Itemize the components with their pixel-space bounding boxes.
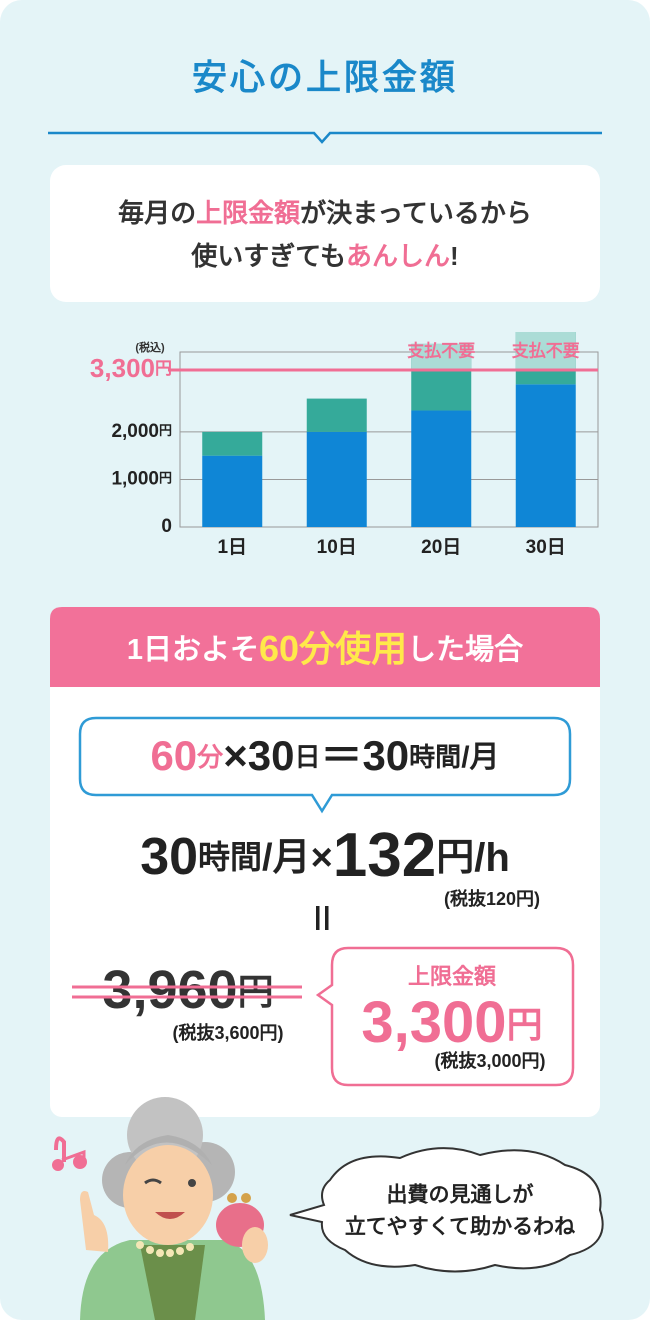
- limit-label: 上限金額: [408, 964, 497, 989]
- limit-price-number: 3,300: [361, 990, 506, 1055]
- limit-note: (税抜3,000円): [434, 1050, 545, 1071]
- intro-text: 使いすぎても: [190, 241, 346, 271]
- bar-segment: [515, 384, 576, 527]
- old-price-note: (税抜3,600円): [172, 1022, 283, 1043]
- x-tick-label: 20日: [421, 537, 461, 558]
- header-highlight: 60分使用: [259, 628, 407, 669]
- speech-bubble: [289, 1147, 604, 1273]
- speech-line: 出費の見通しが: [387, 1183, 534, 1207]
- y-tick-label: 3,300円: [90, 353, 172, 383]
- formula-unit: 円: [436, 837, 474, 879]
- bar-segment: [306, 431, 367, 527]
- intro-text: が決まっているから: [300, 198, 532, 228]
- y-tick-unit: 円: [159, 471, 172, 486]
- intro-highlight: 上限金額: [196, 198, 301, 228]
- y-tick-label: 0: [161, 516, 172, 537]
- case-header-text: 1日およそ60分使用した場合: [127, 628, 524, 669]
- title-underline: [48, 131, 602, 144]
- equals-sign: [316, 906, 329, 930]
- bar-segment: [411, 410, 472, 527]
- formula-number: 132: [333, 821, 436, 890]
- y-tick-number: 1,000: [111, 468, 159, 489]
- annotation: 支払不要: [512, 340, 580, 360]
- y-axis-note: (税込): [135, 340, 165, 354]
- grandma-illustration: [52, 1097, 268, 1320]
- bar-over-limit: [411, 343, 472, 371]
- formula-unit: /月: [461, 741, 499, 774]
- y-tick-unit: 円: [155, 360, 172, 379]
- formula-number: ×30: [223, 732, 294, 779]
- header-part: した場合: [407, 633, 524, 666]
- y-tick-unit: 円: [159, 423, 172, 438]
- bar-segment: [202, 431, 263, 456]
- formula2: 30時間/月×132円/h: [140, 821, 510, 890]
- formula-unit: 分: [196, 742, 224, 772]
- formula-unit: /h: [474, 836, 510, 880]
- intro-text: !: [450, 241, 459, 271]
- intro-text: 毎月の: [118, 198, 196, 228]
- bar-over-limit: [515, 332, 576, 371]
- y-tick-label: 2,000円: [111, 421, 172, 442]
- formula2-note: (税抜120円): [444, 888, 540, 909]
- y-tick-number: 2,000: [111, 421, 159, 442]
- annotation: 支払不要: [407, 340, 475, 360]
- formula-unit: 日: [294, 742, 320, 772]
- formula-number: ＝30: [320, 732, 409, 779]
- x-tick-label: 1日: [217, 537, 247, 558]
- formula1: 60分×30日＝30時間/月: [150, 732, 499, 779]
- formula-unit: /月×: [262, 837, 333, 879]
- y-tick-number: 3,300: [90, 353, 155, 383]
- y-tick-label: 1,000円: [111, 468, 172, 489]
- intro-highlight: あんしん: [346, 241, 450, 271]
- limit-price-unit: 円: [507, 1004, 543, 1045]
- case-header: [50, 607, 600, 687]
- x-tick-label: 10日: [317, 537, 357, 558]
- formula-unit: 時間: [198, 839, 262, 875]
- old-price-unit: 円: [238, 971, 274, 1012]
- limit-box: [315, 946, 575, 1087]
- intro-box: [50, 165, 600, 302]
- limit-price: 3,300円: [361, 990, 542, 1055]
- formula-number: 60: [150, 732, 197, 779]
- old-price-number: 3,960: [102, 960, 237, 1020]
- formula1-box: [78, 716, 572, 814]
- title: 安心の上限金額: [192, 58, 458, 97]
- formula-unit: 時間: [409, 742, 461, 772]
- intro-line: 使いすぎてもあんしん!: [190, 241, 458, 271]
- speech-line: 立てやすくて助かるわね: [345, 1216, 575, 1239]
- y-tick-number: 0: [161, 516, 172, 537]
- intro-line: 毎月の上限金額が決まっているから: [118, 198, 532, 228]
- old-price: 3,960円: [102, 960, 273, 1020]
- header-part: 1日およそ: [127, 634, 259, 666]
- x-tick-label: 30日: [526, 537, 566, 558]
- formula-number: 30: [140, 828, 198, 886]
- bar-segment: [202, 455, 263, 527]
- bar-segment: [306, 398, 367, 432]
